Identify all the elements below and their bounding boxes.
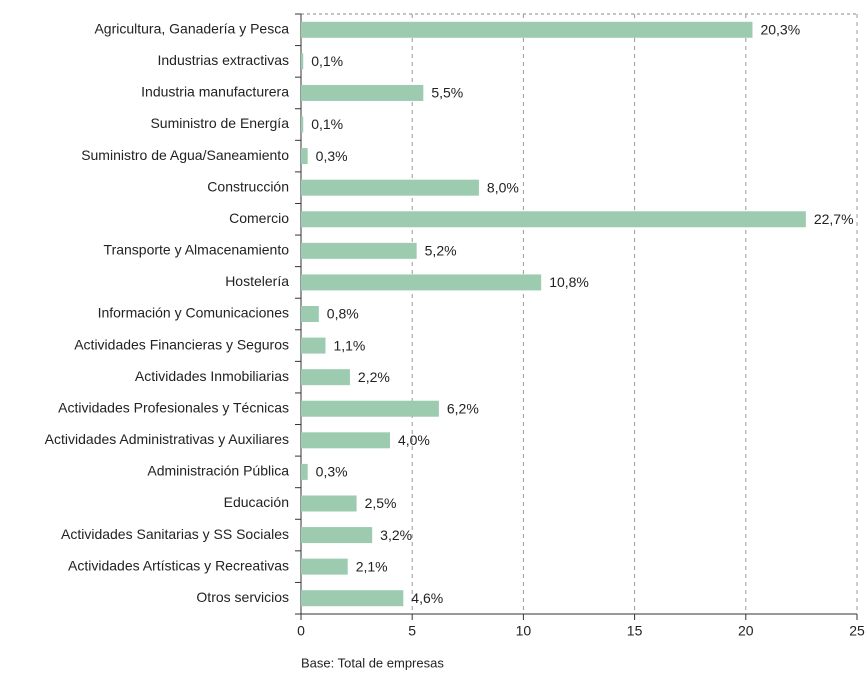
- y-tick-label: Actividades Artísticas y Recreativas: [68, 557, 289, 573]
- value-label: 0,3%: [316, 148, 348, 164]
- y-tick-label: Transporte y Almacenamiento: [104, 242, 290, 258]
- value-label: 20,3%: [760, 21, 800, 37]
- bar: [301, 274, 542, 291]
- bar: [301, 337, 326, 354]
- y-tick-label: Suministro de Agua/Saneamiento: [81, 147, 289, 163]
- value-label: 1,1%: [333, 337, 365, 353]
- x-tick-label: 15: [627, 623, 643, 639]
- y-tick-label: Actividades Inmobiliarias: [135, 368, 289, 384]
- value-label: 8,0%: [487, 179, 519, 195]
- bar: [301, 84, 424, 101]
- bar: [301, 21, 753, 38]
- y-tick-label: Otros servicios: [196, 589, 289, 605]
- bar: [301, 242, 417, 259]
- y-tick-label: Industria manufacturera: [141, 84, 289, 100]
- bar: [301, 211, 806, 228]
- y-tick-label: Actividades Sanitarias y SS Sociales: [61, 526, 289, 542]
- y-tick-label: Hostelería: [225, 273, 289, 289]
- y-tick-label: Actividades Financieras y Seguros: [74, 336, 289, 352]
- x-tick-label: 0: [297, 623, 305, 639]
- bar: [301, 527, 373, 544]
- x-tick-label: 25: [849, 623, 865, 639]
- y-tick-label: Actividades Profesionales y Técnicas: [58, 399, 289, 415]
- x-tick-label: 5: [408, 623, 416, 639]
- y-tick-label: Educación: [224, 494, 289, 510]
- y-tick-label: Industrias extractivas: [158, 52, 290, 68]
- bar: [301, 558, 348, 575]
- value-label: 5,5%: [431, 85, 463, 101]
- value-label: 4,0%: [398, 432, 430, 448]
- value-label: 2,1%: [356, 558, 388, 574]
- y-tick-label: Suministro de Energía: [150, 115, 289, 131]
- value-label: 6,2%: [447, 400, 479, 416]
- bar: [301, 463, 308, 480]
- value-label: 3,2%: [380, 527, 412, 543]
- bar: [301, 148, 308, 165]
- value-label: 5,2%: [425, 243, 457, 259]
- bar: [301, 306, 319, 322]
- x-tick-label: 20: [738, 623, 754, 639]
- value-label: 0,1%: [311, 116, 343, 132]
- value-label: 2,5%: [365, 495, 397, 511]
- value-label: 0,8%: [327, 306, 359, 322]
- bar: [301, 179, 479, 196]
- bar: [301, 116, 304, 133]
- y-tick-label: Administración Pública: [147, 463, 289, 479]
- y-tick-label: Comercio: [229, 210, 289, 226]
- y-tick-label: Agricultura, Ganadería y Pesca: [94, 20, 289, 36]
- annotation: Base: Total de empresas: [301, 655, 444, 670]
- value-label: 2,2%: [358, 369, 390, 385]
- y-tick-label: Información y Comunicaciones: [98, 305, 289, 321]
- bar: [301, 53, 304, 70]
- bar: [301, 590, 404, 607]
- bar: [301, 495, 357, 512]
- value-label: 10,8%: [549, 274, 589, 290]
- bar: [301, 432, 390, 449]
- value-label: 22,7%: [814, 211, 854, 227]
- value-label: 0,3%: [316, 464, 348, 480]
- x-tick-label: 10: [516, 623, 532, 639]
- y-tick-label: Actividades Administrativas y Auxiliares: [45, 431, 289, 447]
- bar: [301, 400, 439, 417]
- bar: [301, 369, 350, 386]
- value-label: 0,1%: [311, 53, 343, 69]
- y-tick-label: Construcción: [207, 178, 289, 194]
- value-label: 4,6%: [411, 590, 443, 606]
